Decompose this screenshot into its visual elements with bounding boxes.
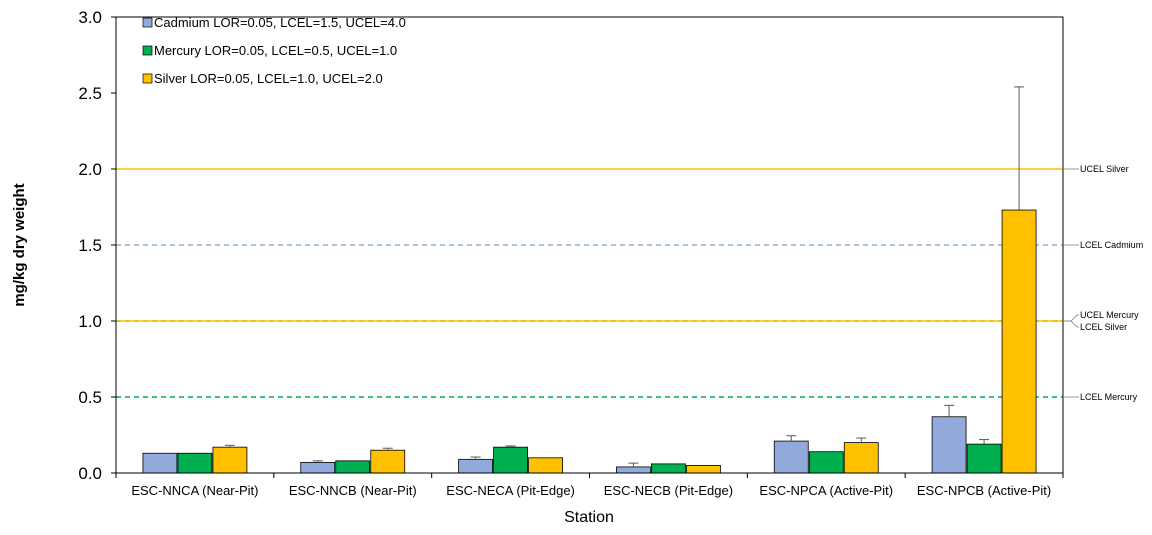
- reference-line-label: LCEL Cadmium: [1080, 240, 1143, 250]
- bar: [773, 440, 809, 474]
- bar: [458, 458, 493, 474]
- bar: [370, 449, 406, 474]
- bar: [335, 460, 371, 474]
- y-tick-label: 1.0: [78, 312, 102, 331]
- y-tick-label: 0.0: [78, 464, 102, 483]
- bar: [808, 451, 844, 474]
- y-tick-label: 1.5: [78, 236, 102, 255]
- reference-line-label: UCEL Mercury: [1080, 310, 1139, 320]
- bar: [616, 466, 651, 474]
- legend-label: Mercury LOR=0.05, LCEL=0.5, UCEL=1.0: [154, 43, 397, 58]
- y-tick-label: 3.0: [78, 8, 102, 27]
- x-tick-label: ESC-NNCA (Near-Pit): [131, 483, 258, 498]
- bar: [931, 416, 967, 474]
- reference-line-label: LCEL Mercury: [1080, 392, 1138, 402]
- y-tick-label: 0.5: [78, 388, 102, 407]
- reference-label-leader: [1063, 314, 1079, 322]
- bar: [686, 464, 721, 474]
- bar: [177, 452, 213, 474]
- x-axis-label: Station: [564, 509, 614, 526]
- legend-label: Silver LOR=0.05, LCEL=1.0, UCEL=2.0: [154, 71, 383, 86]
- y-tick-label: 2.0: [78, 160, 102, 179]
- bar: [212, 446, 248, 474]
- bar: [1001, 209, 1037, 474]
- reference-label-leader: [1063, 320, 1079, 328]
- y-axis-label: mg/kg dry weight: [11, 183, 28, 306]
- reference-line-label: LCEL Silver: [1080, 322, 1127, 332]
- x-tick-label: ESC-NPCA (Active-Pit): [759, 483, 893, 498]
- x-tick-label: ESC-NECA (Pit-Edge): [446, 483, 575, 498]
- legend-swatch: [142, 45, 153, 56]
- legend-swatch: [142, 73, 153, 84]
- legend-swatch: [142, 17, 153, 28]
- bar: [493, 446, 528, 474]
- reference-line-label: UCEL Silver: [1080, 164, 1129, 174]
- bar: [300, 461, 336, 474]
- legend-label: Cadmium LOR=0.05, LCEL=1.5, UCEL=4.0: [154, 15, 406, 30]
- bar: [843, 442, 879, 474]
- x-tick-label: ESC-NNCB (Near-Pit): [289, 483, 417, 498]
- x-tick-label: ESC-NECB (Pit-Edge): [604, 483, 733, 498]
- x-tick-label: ESC-NPCB (Active-Pit): [917, 483, 1051, 498]
- bar: [651, 463, 686, 474]
- bar: [966, 443, 1002, 474]
- bar: [528, 457, 563, 474]
- bar: [142, 452, 178, 474]
- y-tick-label: 2.5: [78, 84, 102, 103]
